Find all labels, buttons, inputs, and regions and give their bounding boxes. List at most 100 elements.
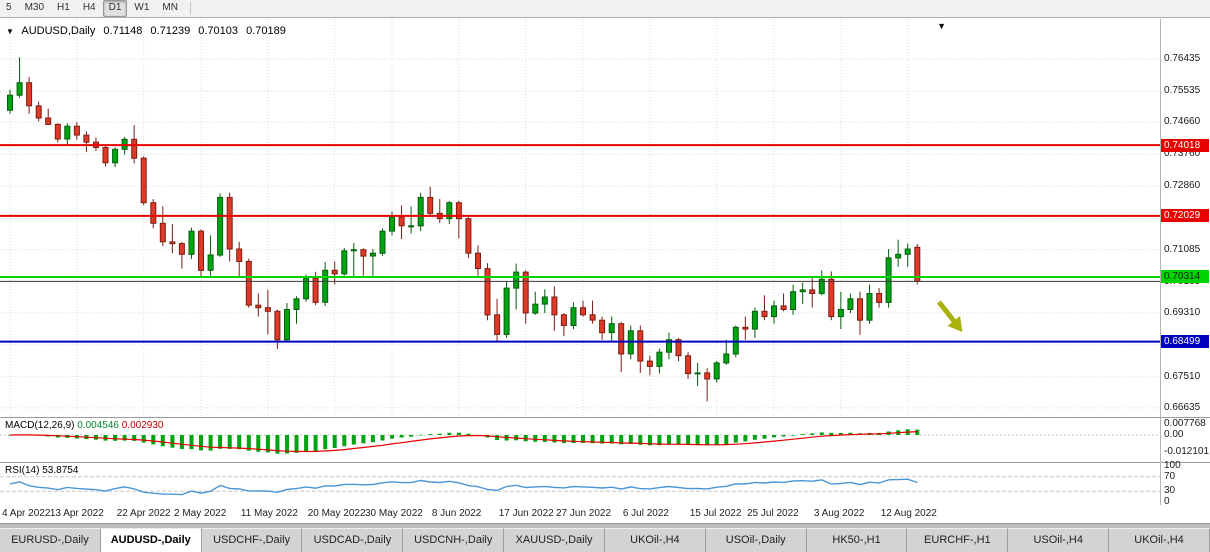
candle	[646, 355, 653, 376]
candle	[713, 361, 720, 383]
tab-ukoil-h4[interactable]: UKOil-,H4	[604, 528, 706, 552]
period-button-D1[interactable]: D1	[102, 0, 128, 17]
candle	[570, 302, 577, 330]
candle	[140, 156, 147, 206]
candle	[818, 270, 825, 296]
candle	[618, 321, 625, 373]
period-button-H1[interactable]: H1	[57, 2, 70, 13]
toolbar-separator	[189, 2, 191, 15]
tab-eurchf-h1[interactable]: EURCHF-,H1	[907, 528, 1009, 552]
period-button-W1[interactable]: W1	[134, 2, 150, 13]
symbol-period-label: AUDUSD,Daily	[21, 25, 96, 37]
tab-usdchf-daily[interactable]: USDCHF-,Daily	[201, 528, 303, 552]
tab-xauusd-daily[interactable]: XAUUSD-,Daily	[504, 528, 605, 552]
macd-name: MACD(12,26,9)	[5, 420, 75, 431]
candle	[236, 241, 243, 277]
candle	[541, 289, 548, 314]
time-axis[interactable]: 4 Apr 2022 13 Apr 2022 22 Apr 2022 2 May 20…	[0, 505, 1160, 523]
candle	[379, 228, 386, 257]
rsi-axis[interactable]: 100 70 30 0	[1161, 460, 1210, 507]
tab-audusd-daily[interactable]: AUDUSD-,Daily	[100, 528, 202, 552]
time-axis-label: 8 Jun 2022	[431, 508, 482, 519]
period-button-5[interactable]: 5	[6, 2, 12, 13]
candle	[54, 123, 61, 143]
chart-region: ▼ AUDUSD,Daily 0.71148 0.71239 0.70103 0…	[0, 19, 1210, 523]
time-axis-label: 15 Jul 2022	[689, 508, 742, 519]
candle	[513, 263, 520, 310]
axis-separator	[1160, 19, 1161, 505]
time-axis-label: 12 Aug 2022	[880, 508, 937, 519]
candle	[914, 244, 921, 285]
price-axis[interactable]: 0.764350.755350.746600.737600.728600.719…	[1161, 19, 1210, 417]
tab-usdcad-daily[interactable]: USDCAD-,Daily	[302, 528, 404, 552]
tab-ukoil-h4[interactable]: UKOil-,H4	[1109, 528, 1210, 552]
price-badge-resistance-lower: 0.72029	[1161, 209, 1209, 223]
rsi-axis-label: 70	[1164, 470, 1176, 482]
time-axis-label: 13 Apr 2022	[49, 508, 104, 519]
price-axis-label: 0.66635	[1164, 401, 1201, 413]
candle	[637, 325, 644, 373]
candle	[446, 200, 453, 225]
price-axis-label: 0.73760	[1164, 148, 1201, 160]
candle	[666, 332, 672, 360]
time-axis-label: 11 May 2022	[240, 508, 298, 519]
macd-axis-label: -0.012101	[1164, 446, 1210, 458]
candle	[694, 362, 701, 386]
candle	[112, 147, 119, 168]
rsi-panel-canvas[interactable]	[0, 463, 1160, 505]
candle	[226, 192, 233, 262]
time-axis-label: 6 Jul 2022	[622, 508, 669, 519]
macd-axis[interactable]: 0.007768 0.00 -0.012101	[1161, 418, 1210, 462]
candle	[790, 284, 797, 315]
macd-panel-canvas[interactable]	[0, 418, 1160, 462]
ohlc-low: 0.70103	[198, 25, 239, 37]
ohlc-close: 0.70189	[246, 25, 286, 37]
candlestick-series[interactable]	[7, 57, 921, 402]
candle	[73, 122, 80, 140]
candle	[284, 303, 290, 342]
period-button-M30[interactable]: M30	[24, 2, 45, 13]
macd-axis-label: 0.00	[1164, 429, 1184, 440]
ohlc-open: 0.71148	[103, 25, 143, 37]
price-axis-label: 0.76435	[1164, 53, 1201, 65]
panel-separator[interactable]	[0, 417, 1210, 418]
tab-hk50-h1[interactable]: HK50-,H1	[806, 528, 908, 552]
candle	[532, 291, 539, 315]
candle	[895, 239, 902, 267]
candle	[580, 300, 586, 317]
time-axis-label: 17 Jun 2022	[498, 508, 554, 519]
candle	[837, 291, 844, 330]
time-axis-label: 4 Apr 2022	[2, 508, 51, 519]
chart-shift-marker[interactable]: ▼	[937, 21, 947, 31]
candle	[494, 298, 501, 342]
candle	[207, 235, 214, 276]
tab-usoil-h4[interactable]: USOil-,H4	[1008, 528, 1110, 552]
panel-separator[interactable]	[0, 462, 1210, 463]
rsi-name: RSI(14)	[5, 465, 40, 476]
candle	[465, 216, 472, 258]
price-badge-resistance-upper: 0.74018	[1161, 138, 1209, 152]
candle	[322, 262, 329, 306]
time-axis-label: 2 May 2022	[174, 508, 227, 519]
candle	[780, 293, 787, 312]
price-axis-label: 0.71085	[1164, 243, 1201, 255]
tab-usdcnh-daily[interactable]: USDCNH-,Daily	[403, 528, 505, 552]
rsi-axis-label: 100	[1164, 460, 1181, 471]
macd-label: MACD(12,26,9) 0.004546 0.002930	[5, 420, 163, 431]
price-chart-canvas[interactable]	[0, 19, 1160, 417]
chart-dropdown-icon[interactable]: ▼	[6, 27, 14, 36]
tab-usoil-daily[interactable]: USOil-,Daily	[705, 528, 807, 552]
period-button-MN[interactable]: MN	[162, 2, 178, 13]
candle	[360, 248, 367, 276]
candle	[159, 206, 166, 247]
tab-eurusd-daily[interactable]: EURUSD-,Daily	[0, 528, 101, 552]
sell-arrow-annotation[interactable]	[933, 297, 969, 337]
macd-histogram	[8, 429, 920, 454]
macd-signal-line	[9, 431, 918, 453]
time-axis-label: 27 Jun 2022	[556, 508, 612, 519]
candle	[198, 229, 204, 278]
period-button-H4[interactable]: H4	[82, 2, 96, 13]
rsi-line	[9, 478, 918, 496]
candle	[742, 316, 749, 340]
time-axis-label: 25 Jul 2022	[747, 508, 799, 519]
